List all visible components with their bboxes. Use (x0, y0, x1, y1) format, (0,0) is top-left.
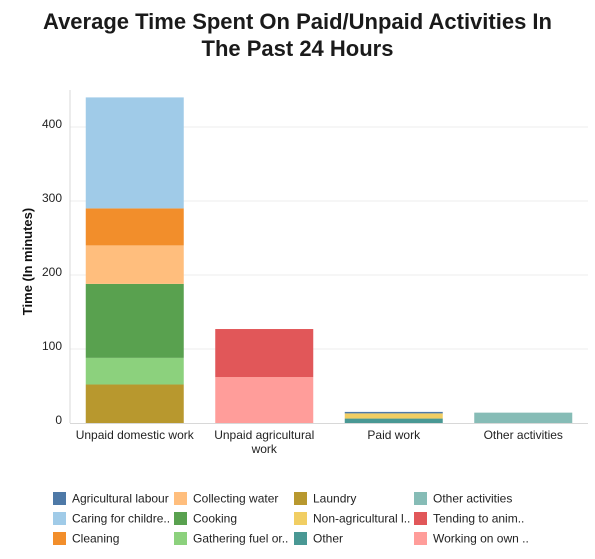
bar-segment (215, 329, 314, 378)
y-axis-title: Time (In minutes) (20, 208, 35, 315)
legend-label: Agricultural labour (72, 492, 169, 506)
bar-segment (85, 97, 184, 209)
bar-segment (85, 245, 184, 284)
y-tick-label: 200 (42, 265, 62, 279)
bar-segment (474, 412, 573, 423)
x-tick-label: Unpaid agricultural (214, 428, 314, 442)
y-tick-label: 400 (42, 117, 62, 131)
legend-swatch (294, 512, 307, 525)
bar-segment (85, 384, 184, 423)
chart-title-line-2: The Past 24 Hours (201, 36, 394, 61)
legend-label: Tending to anim.. (433, 512, 524, 526)
legend-label: Cleaning (72, 532, 119, 546)
legend-label: Gathering fuel or.. (193, 532, 288, 546)
legend-label: Cooking (193, 512, 237, 526)
legend-swatch (414, 492, 427, 505)
bar-segment (215, 377, 314, 423)
legend-swatch (414, 532, 427, 545)
x-tick-label: work (251, 442, 278, 456)
legend-swatch (53, 492, 66, 505)
legend-label: Other (313, 532, 343, 546)
x-tick-label: Paid work (367, 428, 421, 442)
bars (85, 97, 573, 423)
legend-label: Collecting water (193, 492, 278, 506)
y-tick-label: 0 (55, 413, 62, 427)
legend: Agricultural labour Collecting water Laund… (53, 492, 529, 546)
legend-label: Caring for childre.. (72, 512, 170, 526)
y-tick-label: 300 (42, 191, 62, 205)
legend-label: Working on own .. (433, 532, 529, 546)
legend-label: Other activities (433, 492, 512, 506)
legend-swatch (414, 512, 427, 525)
bar-segment (344, 411, 443, 414)
legend-swatch (174, 492, 187, 505)
legend-swatch (174, 532, 187, 545)
legend-swatch (53, 512, 66, 525)
legend-swatch (174, 512, 187, 525)
chart-title: Average Time Spent On Paid/Unpaid Activi… (0, 8, 595, 62)
legend-swatch (53, 532, 66, 545)
bar-segment (85, 283, 184, 358)
bar-segment (344, 418, 443, 423)
bar-segment (344, 413, 443, 419)
legend-swatch (294, 532, 307, 545)
x-tick-label: Other activities (484, 428, 563, 442)
legend-label: Laundry (313, 492, 356, 506)
axes: 0 100 200 300 400 Time (In minutes) Unpaid dom… (20, 90, 588, 456)
bar-segment (85, 208, 184, 246)
chart-title-line-1: Average Time Spent On Paid/Unpaid Activi… (43, 9, 552, 34)
y-tick-label: 100 (42, 339, 62, 353)
legend-label: Non-agricultural l.. (313, 512, 410, 526)
legend-swatch (294, 492, 307, 505)
bar-segment (85, 357, 184, 385)
x-tick-label: Unpaid domestic work (76, 428, 195, 442)
